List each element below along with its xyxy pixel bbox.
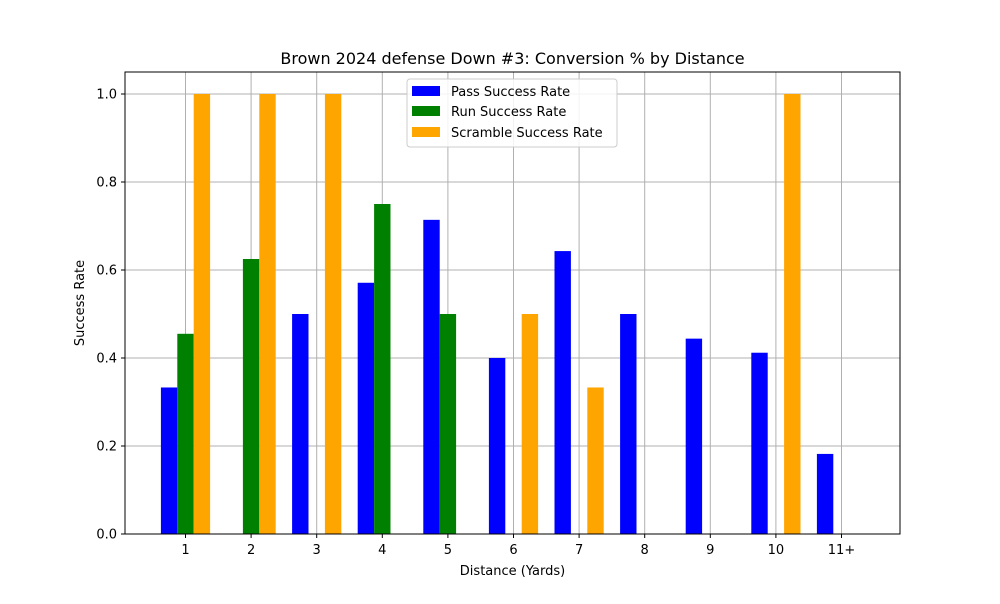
axes: 0.0 0.2 0.4 0.6 0.8 1.0 1 2 3 4 5 6 7 8 9 10 11+ (96, 88, 855, 559)
pass-bar (488, 358, 506, 534)
x-tick-label: 11+ (828, 543, 855, 558)
x-tick-label: 8 (641, 543, 649, 558)
scramble-bar (324, 94, 342, 534)
y-tick-label: 0.2 (96, 440, 117, 455)
y-tick-label: 0.0 (96, 528, 117, 543)
pass-bar (292, 314, 309, 534)
legend-swatch-pass (412, 86, 440, 96)
y-axis-label: Success Rate (73, 260, 88, 346)
legend-swatch-scramble (412, 127, 440, 137)
scramble-bar (521, 314, 539, 534)
pass-bar (685, 338, 703, 534)
x-tick-label: 4 (378, 543, 386, 558)
y-tick-label: 0.6 (96, 264, 117, 279)
pass-bar (751, 352, 768, 534)
x-tick-label: 10 (768, 543, 785, 558)
x-tick-label: 3 (313, 543, 321, 558)
scramble-bar (587, 387, 604, 534)
x-tick-label: 6 (509, 543, 517, 558)
pass-bar (554, 251, 571, 534)
plot-frame (124, 71, 901, 535)
legend-swatch-run (412, 106, 440, 116)
x-tick-label: 7 (575, 543, 583, 558)
run-bar (242, 259, 260, 534)
pass-bar (620, 314, 637, 534)
x-tick-label: 2 (247, 543, 255, 558)
scramble-bar (784, 94, 801, 534)
chart-title: Brown 2024 defense Down #3: Conversion %… (280, 49, 744, 68)
y-tick-label: 0.8 (96, 176, 117, 191)
pass-bar (816, 453, 834, 534)
scramble-bar (193, 94, 211, 534)
run-bar (439, 314, 457, 534)
scramble-bar (259, 94, 276, 534)
legend: Pass Success Rate Run Success Rate Scram… (406, 78, 618, 148)
pass-bar (357, 282, 375, 534)
y-tick-label: 1.0 (96, 88, 117, 103)
bars (160, 94, 834, 534)
run-bar (374, 204, 391, 534)
x-axis-label: Distance (Yards) (460, 564, 565, 579)
legend-label-pass: Pass Success Rate (451, 85, 570, 100)
legend-label-scramble: Scramble Success Rate (451, 126, 603, 141)
run-bar (177, 333, 194, 534)
legend-box (406, 78, 618, 148)
pass-bar (423, 219, 440, 534)
pass-bar (160, 387, 178, 534)
legend-label-run: Run Success Rate (451, 105, 566, 120)
x-tick-label: 5 (444, 543, 452, 558)
x-tick-label: 9 (706, 543, 714, 558)
y-tick-label: 0.4 (96, 352, 117, 367)
x-tick-label: 1 (181, 543, 189, 558)
